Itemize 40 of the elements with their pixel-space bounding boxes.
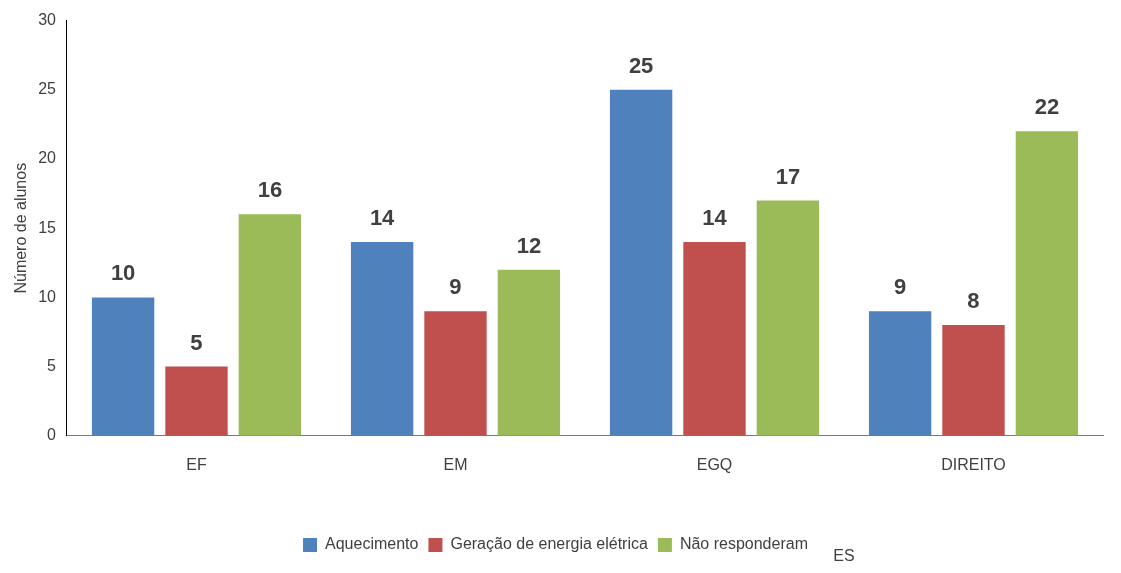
- bar: [424, 311, 487, 436]
- data-label: 9: [449, 274, 462, 300]
- bar: [756, 200, 820, 436]
- data-label: 5: [190, 329, 203, 355]
- y-tick-label: 0: [47, 426, 57, 444]
- data-label: 9: [893, 274, 907, 300]
- bar: [238, 214, 302, 436]
- x-tick-label: EM: [443, 455, 468, 473]
- data-label: 14: [702, 205, 728, 231]
- data-label: 22: [1034, 94, 1060, 120]
- x-tick-label: EF: [186, 455, 207, 473]
- legend-label: Não responderam: [679, 535, 808, 553]
- data-label: 25: [628, 52, 654, 78]
- bar: [683, 242, 746, 436]
- text: ES: [833, 547, 855, 565]
- data-label: 14: [369, 205, 396, 231]
- y-tick-label: 20: [38, 149, 57, 167]
- bar: [497, 269, 561, 436]
- bar: [350, 242, 414, 436]
- y-tick-label: 10: [38, 287, 57, 305]
- y-tick-label: 25: [38, 80, 57, 98]
- legend-label: Aquecimento: [325, 535, 419, 553]
- data-label: 12: [516, 232, 542, 258]
- y-tick-label: 15: [38, 218, 57, 236]
- bar: [942, 325, 1005, 436]
- bar: [165, 366, 228, 436]
- bar: [1015, 131, 1079, 436]
- data-label: 17: [775, 163, 801, 189]
- x-tick-label: DIREITO: [941, 455, 1006, 473]
- bar: [91, 297, 155, 436]
- data-label: 10: [110, 260, 136, 286]
- y-axis-title: Número de alunos: [12, 162, 30, 294]
- y-tick-label: 30: [38, 11, 57, 29]
- x-tick-label: EGQ: [696, 455, 733, 473]
- bar: [868, 311, 932, 436]
- legend-label: Geração de energia elétrica: [450, 535, 648, 553]
- data-label: 8: [967, 288, 980, 314]
- bar: [609, 89, 673, 436]
- y-tick-label: 5: [47, 357, 57, 375]
- data-label: 16: [257, 177, 283, 203]
